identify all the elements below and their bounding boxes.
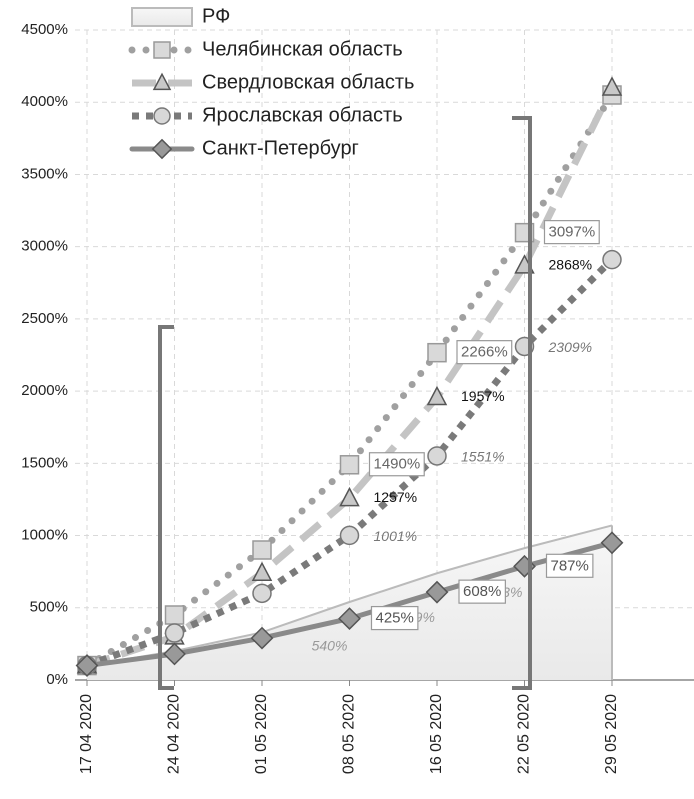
marker [339,486,360,507]
bracket [158,325,174,690]
y-tick-label: 4500% [21,21,68,38]
label-box [545,553,594,578]
label-box [370,605,419,631]
y-tick-label: 1500% [21,454,68,471]
marker [427,446,447,466]
legend-label: Санкт-Петербург [202,137,359,159]
x-tick-label: 24 04 2020 [166,694,183,774]
x-tick-label: 22 05 2020 [516,694,533,774]
marker [252,540,272,560]
y-tick-label: 0% [46,671,68,688]
marker [164,605,185,625]
y-tick-label: 2500% [21,310,68,327]
marker [338,607,361,631]
y-tick-label: 1000% [21,527,68,544]
data-label: 1551% [461,449,505,465]
data-label: 1957% [461,388,505,404]
y-tick-label: 2000% [21,382,68,399]
marker [151,138,173,160]
marker [75,654,99,677]
marker [339,525,360,546]
x-tick-label: 01 05 2020 [253,694,270,774]
label-box [368,452,425,477]
x-tick-label: 17 04 2020 [78,694,95,774]
marker [163,642,186,666]
legend-swatch [131,7,193,27]
marker [426,385,448,406]
data-label: 787% [551,557,589,574]
marker [427,342,447,363]
marker [600,531,624,555]
data-label: 425% [376,610,414,627]
legend: РФ Челябинская область Свердловская област… [128,5,414,160]
data-label: 2309% [548,339,593,355]
plot [75,76,624,680]
marker [601,76,623,96]
legend-label: Свердловская область [202,71,414,93]
data-label: 1257% [374,489,418,505]
y-tick-label: 500% [30,599,68,616]
marker [251,561,273,582]
data-labels: 540%739%913%1490%2266%3097%1257%1957%286… [312,220,600,654]
data-label: 1001% [374,528,418,544]
marker [153,41,171,59]
data-label: 3097% [549,224,596,241]
x-tick-label: 29 05 2020 [603,694,620,774]
marker [250,626,274,650]
bracket [512,116,532,690]
legend-label: Ярославская область [202,104,403,126]
data-label: 2868% [549,256,593,272]
marker [425,580,449,604]
label-box [543,220,600,245]
marker [164,623,185,643]
marker [152,72,172,91]
y-tick-label: 3000% [21,238,68,255]
legend-label: РФ [202,5,230,27]
data-label: 540% [312,638,348,654]
data-label: 608% [463,583,501,600]
x-tick-label: 16 05 2020 [428,694,445,774]
marker [602,249,622,270]
label-box [458,579,506,604]
y-tick-label: 4000% [21,93,68,110]
x-tick-label: 08 05 2020 [341,694,358,774]
marker [153,107,171,125]
legend-label: Челябинская область [202,38,403,60]
y-tick-label: 3500% [21,165,68,182]
data-label: 1490% [374,456,421,473]
grid: 0% 500% 1000% 1500% 2000% 2500% 3000% 3500% 4000… [21,21,694,774]
data-label: 2266% [461,344,508,361]
label-box [456,340,513,365]
marker [339,455,360,475]
marker [252,583,272,604]
